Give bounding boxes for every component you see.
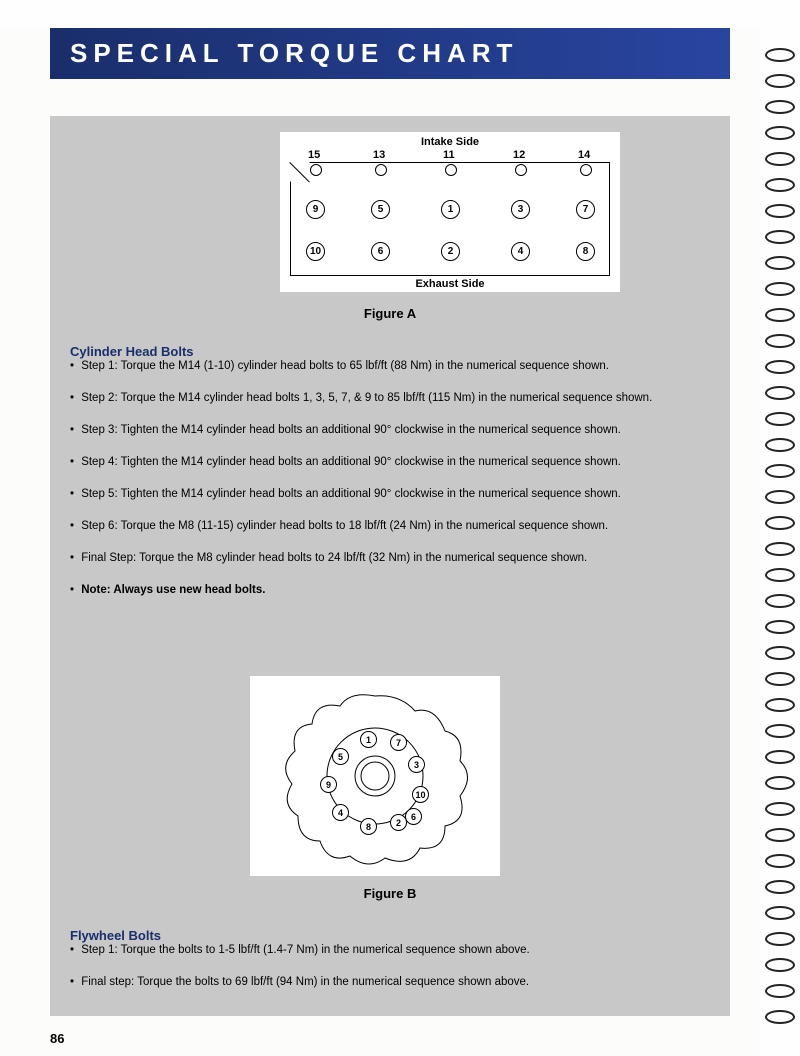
spiral-ring [765,516,795,530]
bolt-circle: 4 [511,242,530,261]
top-bolt-circle [580,164,592,176]
step-text: • Step 6: Torque the M8 (11-15) cylinder… [70,520,608,532]
figure-a-diagram: Intake Side Exhaust Side 151311121495137… [280,132,620,292]
step-text: • Note: Always use new head bolts. [70,584,265,596]
spiral-ring [765,490,795,504]
spiral-ring [765,282,795,296]
figure-b-caption: Figure B [50,886,730,901]
spiral-ring [765,932,795,946]
flywheel-bolt-circle: 9 [320,776,337,793]
top-bolt-number: 13 [373,149,385,161]
spiral-ring [765,828,795,842]
bolt-circle: 2 [441,242,460,261]
spiral-ring [765,880,795,894]
top-bolt-circle [515,164,527,176]
spiral-ring [765,412,795,426]
spiral-ring [765,854,795,868]
page-number: 86 [50,1031,64,1046]
spiral-ring [765,958,795,972]
spiral-ring [765,100,795,114]
bolt-circle: 3 [511,200,530,219]
flywheel-bolt-circle: 4 [332,804,349,821]
top-bolt-number: 14 [578,149,590,161]
spiral-ring [765,438,795,452]
flywheel-bolt-circle: 7 [390,734,407,751]
spiral-ring [765,672,795,686]
step-text: • Step 1: Torque the bolts to 1-5 lbf/ft… [70,944,530,956]
spiral-ring [765,178,795,192]
header-title: SPECIAL TORQUE CHART [50,28,730,79]
step-text: • Step 4: Tighten the M14 cylinder head … [70,456,621,468]
spiral-ring [765,48,795,62]
top-bolt-circle [310,164,322,176]
spiral-ring [765,256,795,270]
spiral-ring [765,568,795,582]
spiral-ring [765,334,795,348]
spiral-ring [765,308,795,322]
flywheel-bolts-title: Flywheel Bolts [70,928,161,943]
step-text: • Step 1: Torque the M14 (1-10) cylinder… [70,360,609,372]
content-area: Intake Side Exhaust Side 151311121495137… [50,116,730,1016]
bolt-circle: 7 [576,200,595,219]
spiral-ring [765,1010,795,1024]
spiral-ring [765,152,795,166]
cylinder-head-bolts-title: Cylinder Head Bolts [70,344,194,359]
spiral-ring [765,360,795,374]
flywheel-svg [250,676,500,876]
flywheel-bolt-circle: 5 [332,748,349,765]
flywheel-bolt-circle: 1 [360,731,377,748]
spiral-ring [765,750,795,764]
figure-b-diagram: 17539104286 [250,676,500,876]
spiral-ring [765,74,795,88]
spiral-binding [760,28,800,1056]
step-text: • Final Step: Torque the M8 cylinder hea… [70,552,587,564]
spiral-ring [765,698,795,712]
figure-a-caption: Figure A [50,306,730,321]
bolt-circle: 1 [441,200,460,219]
top-bolt-number: 15 [308,149,320,161]
spiral-ring [765,620,795,634]
step-text: • Step 5: Tighten the M14 cylinder head … [70,488,621,500]
bolt-circle: 9 [306,200,325,219]
spiral-ring [765,204,795,218]
top-bolt-circle [375,164,387,176]
flywheel-bolt-circle: 6 [405,808,422,825]
bolt-circle: 5 [371,200,390,219]
step-text: • Step 3: Tighten the M14 cylinder head … [70,424,621,436]
flywheel-bolt-circle: 8 [360,818,377,835]
bolt-circle: 10 [306,242,325,261]
top-bolt-circle [445,164,457,176]
spiral-ring [765,126,795,140]
spiral-ring [765,776,795,790]
spiral-ring [765,724,795,738]
top-bolt-number: 11 [443,149,455,161]
step-text: • Step 2: Torque the M14 cylinder head b… [70,392,652,404]
spiral-ring [765,464,795,478]
exhaust-side-label: Exhaust Side [280,278,620,290]
bolt-circle: 8 [576,242,595,261]
spiral-ring [765,646,795,660]
step-text: • Final step: Torque the bolts to 69 lbf… [70,976,529,988]
bolt-circle: 6 [371,242,390,261]
spiral-ring [765,906,795,920]
spiral-ring [765,802,795,816]
spiral-ring [765,230,795,244]
spiral-ring [765,984,795,998]
intake-side-label: Intake Side [280,136,620,148]
flywheel-bolt-circle: 3 [408,756,425,773]
top-bolt-number: 12 [513,149,525,161]
spiral-ring [765,542,795,556]
spiral-ring [765,594,795,608]
flywheel-bolt-circle: 10 [412,786,429,803]
page: SPECIAL TORQUE CHART Intake Side Exhaust… [0,28,760,1056]
spiral-ring [765,386,795,400]
